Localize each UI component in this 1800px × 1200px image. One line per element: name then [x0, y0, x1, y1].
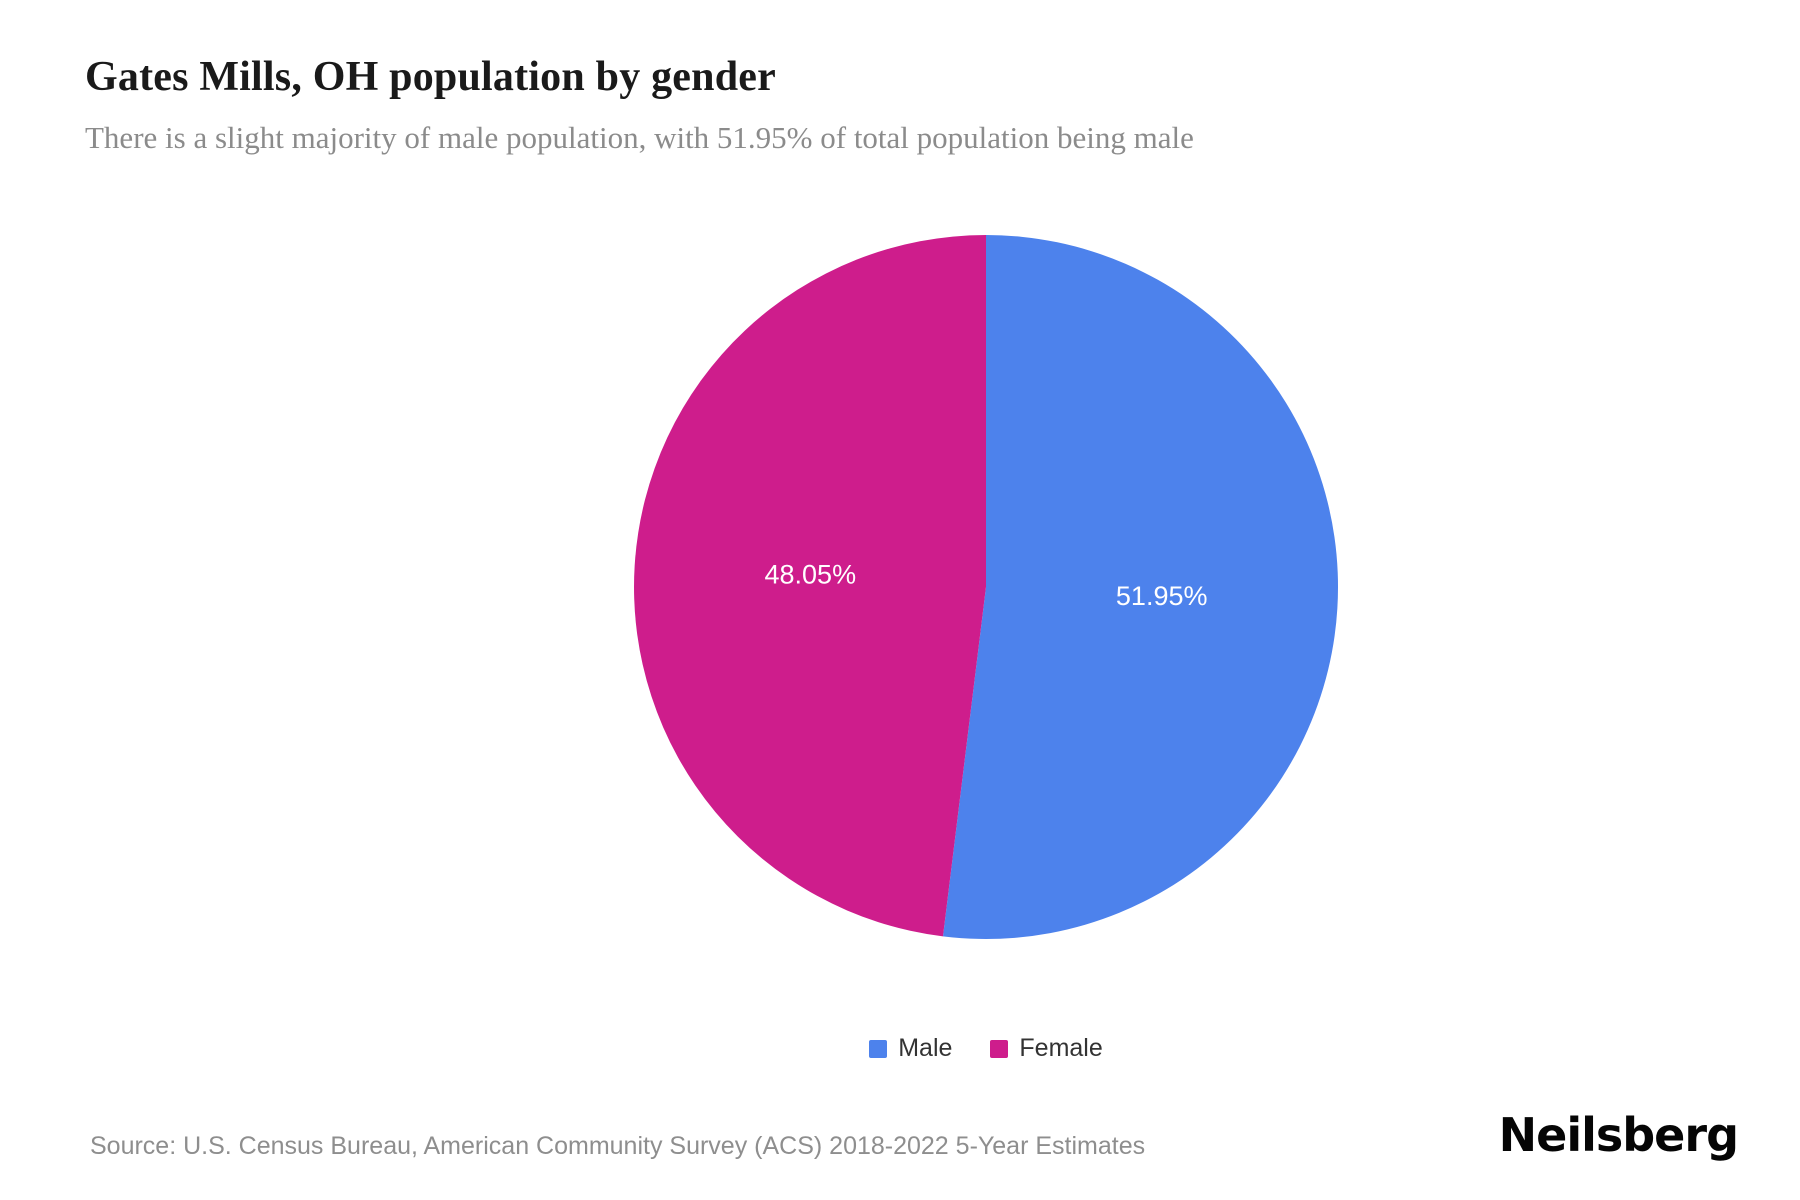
legend-label-male: Male: [898, 1034, 953, 1062]
legend-item-female[interactable]: Female: [990, 1034, 1103, 1063]
legend-swatch-male: [869, 1039, 888, 1058]
source-attribution: Source: U.S. Census Bureau, American Com…: [90, 1132, 1146, 1160]
legend-item-male[interactable]: Male: [869, 1034, 952, 1063]
chart-header: Gates Mills, OH population by gender The…: [85, 52, 1715, 159]
neilsberg-logo: Neilsberg: [1498, 1108, 1739, 1162]
legend-swatch-female: [990, 1039, 1009, 1058]
legend-label-female: Female: [1019, 1034, 1103, 1062]
pie-slice-male[interactable]: [942, 235, 1339, 939]
page-title: Gates Mills, OH population by gender: [85, 54, 776, 100]
legend: Male Female: [869, 1034, 1103, 1063]
pie-slice-female[interactable]: [634, 235, 986, 937]
pie-label-male: 51.95%: [1116, 581, 1208, 611]
pie-label-female: 48.05%: [765, 559, 857, 589]
pie-chart: 51.95% 48.05%: [634, 235, 1339, 939]
chart-area: 51.95% 48.05% Male Female: [86, 232, 1800, 1063]
page-subtitle: There is a slight majority of male popul…: [85, 120, 1194, 156]
